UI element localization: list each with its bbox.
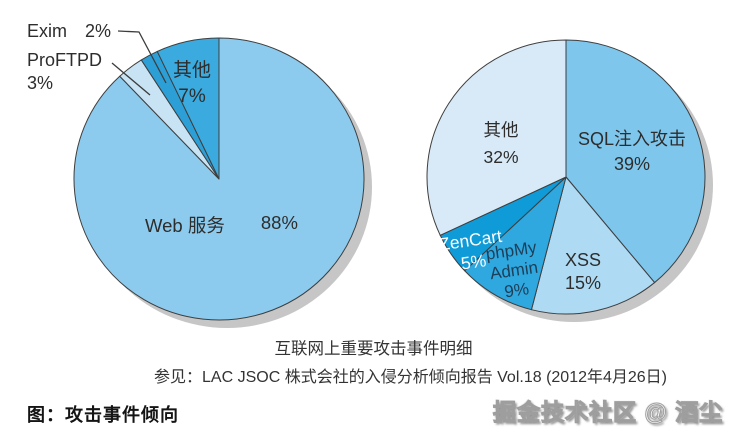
pie-slice-right-4 <box>426 39 567 236</box>
slice-name: XSS <box>565 250 602 270</box>
proftpd-leader-line <box>111 62 151 96</box>
slice-label-sql-injection: SQL注入攻击 39 <box>575 127 689 177</box>
slice-label-xss: XSS 15 <box>565 249 601 295</box>
pies-group <box>73 37 713 328</box>
slice-percent: 15 <box>565 272 601 295</box>
pie-slice-left-0 <box>73 37 365 321</box>
slice-percent: 7 <box>167 84 217 110</box>
slice-percent: 88 <box>261 212 298 238</box>
exim-leader-line <box>117 30 167 84</box>
slice-label-other-left: 其他 7 <box>167 58 217 110</box>
slice-name: SQL注入攻击 <box>577 129 687 149</box>
slice-label-exim: Exim 2 <box>27 21 111 42</box>
slice-percent: 39 <box>575 152 689 177</box>
slice-name: Web 服务 <box>145 215 225 236</box>
slice-label-proftpd: ProFTPD 3 <box>27 49 102 95</box>
slice-percent: 3 <box>27 72 102 95</box>
slice-percent: 2 <box>85 21 111 42</box>
slice-name: Exim <box>27 21 67 41</box>
slice-label-web-services: Web 服务 88 <box>145 212 298 238</box>
slice-name: 其他 <box>483 120 519 140</box>
source-reference: 参见：LAC JSOC 株式会社的入侵分析倾向报告 Vol.18 (2012年4… <box>154 369 668 386</box>
watermark-text: 掘金技术社区 @ 酒尘 <box>492 399 724 426</box>
slice-label-other-right: 其他 32 <box>474 117 528 171</box>
slice-name: 其他 <box>172 60 211 81</box>
pie-slice-right-1 <box>530 176 656 315</box>
slice-name: ProFTPD <box>27 50 103 70</box>
slice-percent: 32 <box>474 144 528 171</box>
figure-title: 图：攻击事件倾向 <box>27 405 179 425</box>
chart-caption: 互联网上重要攻击事件明细 <box>274 340 473 358</box>
